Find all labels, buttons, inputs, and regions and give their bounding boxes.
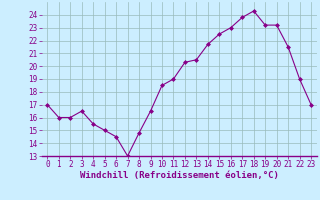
- X-axis label: Windchill (Refroidissement éolien,°C): Windchill (Refroidissement éolien,°C): [80, 171, 279, 180]
